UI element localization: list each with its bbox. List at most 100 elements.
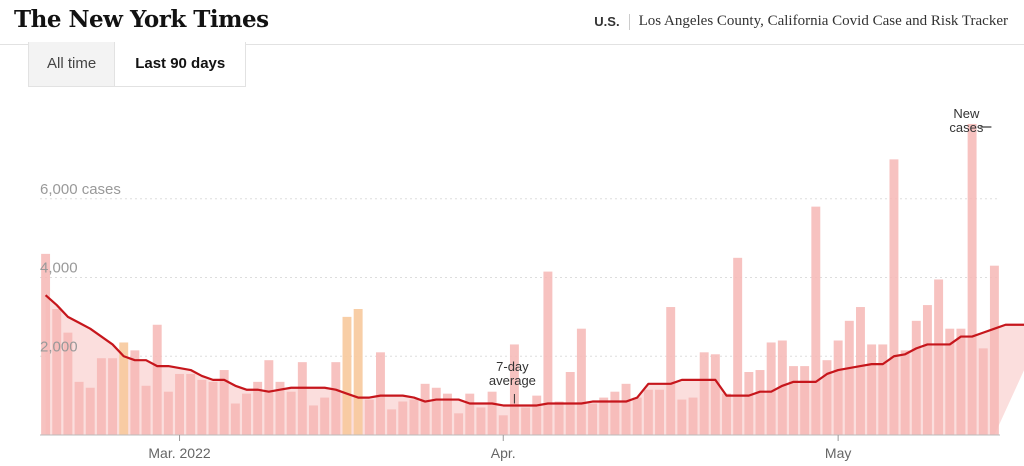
cases-annotation-label: New bbox=[953, 106, 980, 121]
case-bar bbox=[342, 316, 352, 435]
case-bar bbox=[878, 344, 888, 435]
case-bar bbox=[331, 362, 341, 435]
case-bar bbox=[454, 413, 464, 435]
x-tick-label: May bbox=[825, 445, 851, 461]
case-bar bbox=[688, 397, 698, 435]
case-bar bbox=[442, 393, 452, 435]
case-bar bbox=[867, 344, 877, 435]
case-bar bbox=[588, 403, 598, 435]
case-bar bbox=[833, 340, 843, 435]
case-bar bbox=[576, 328, 586, 435]
case-bar bbox=[599, 397, 609, 435]
case-bar bbox=[900, 350, 910, 435]
case-bar bbox=[163, 391, 173, 435]
y-tick-label: 2,000 bbox=[40, 338, 78, 355]
case-bar bbox=[219, 370, 229, 435]
case-bar bbox=[420, 383, 430, 435]
case-bar bbox=[130, 350, 140, 435]
average-annotation-label: 7-day bbox=[496, 359, 529, 374]
average-line bbox=[44, 294, 1024, 407]
case-bar bbox=[844, 320, 854, 435]
tab-all-time[interactable]: All time bbox=[29, 42, 116, 86]
case-bar bbox=[967, 123, 977, 435]
case-bar bbox=[41, 253, 51, 435]
case-bar bbox=[521, 407, 531, 435]
case-bar bbox=[353, 309, 363, 435]
case-bar bbox=[800, 366, 810, 435]
nyt-logo[interactable]: The New York Times bbox=[14, 6, 269, 33]
case-bar bbox=[643, 389, 653, 435]
case-bar bbox=[253, 381, 263, 435]
case-bar bbox=[989, 265, 999, 435]
section-link[interactable]: U.S. bbox=[594, 14, 620, 29]
case-bar bbox=[610, 391, 620, 435]
time-range-toggle: All time Last 90 days bbox=[28, 42, 247, 87]
case-bar bbox=[934, 279, 944, 435]
case-bar bbox=[63, 332, 73, 435]
case-bar bbox=[431, 387, 441, 435]
case-bar bbox=[509, 344, 519, 435]
breadcrumb: U.S. Los Angeles County, California Covi… bbox=[594, 13, 1008, 30]
case-bar bbox=[230, 403, 240, 435]
case-bar bbox=[699, 352, 709, 435]
cases-annotation-label: cases bbox=[949, 120, 983, 135]
case-bar bbox=[554, 401, 564, 435]
tab-last-90-days[interactable]: Last 90 days bbox=[115, 42, 246, 86]
case-bar bbox=[789, 366, 798, 435]
case-bar bbox=[655, 389, 664, 435]
case-bar bbox=[476, 407, 486, 435]
case-bar bbox=[320, 397, 330, 435]
case-bar bbox=[175, 373, 184, 435]
case-bar bbox=[532, 395, 542, 435]
case-bar bbox=[197, 379, 207, 435]
case-bar bbox=[822, 360, 832, 435]
case-bar bbox=[119, 342, 129, 435]
case-bar bbox=[364, 399, 374, 435]
case-bar bbox=[911, 320, 921, 435]
case-bar bbox=[922, 305, 932, 435]
case-bar bbox=[811, 206, 821, 435]
case-bar bbox=[208, 381, 218, 435]
case-bar bbox=[264, 360, 274, 435]
case-bar bbox=[387, 409, 397, 435]
case-bar bbox=[376, 352, 385, 435]
case-bar bbox=[766, 342, 776, 435]
case-bar bbox=[286, 391, 296, 435]
case-bar bbox=[297, 362, 307, 435]
case-bar bbox=[275, 381, 285, 435]
case-bar bbox=[978, 348, 988, 435]
case-bar bbox=[722, 393, 731, 435]
case-bar bbox=[74, 381, 84, 435]
case-bar bbox=[52, 309, 62, 435]
case-bar bbox=[889, 159, 899, 435]
case-bar bbox=[755, 370, 765, 435]
page-title: Los Angeles County, California Covid Cas… bbox=[638, 13, 1008, 29]
case-bar bbox=[677, 399, 687, 435]
case-bar bbox=[398, 401, 408, 435]
case-bar bbox=[487, 391, 497, 435]
case-bar bbox=[666, 307, 676, 435]
case-bar bbox=[96, 358, 106, 435]
case-bar bbox=[498, 415, 508, 435]
case-bar bbox=[141, 385, 151, 435]
case-bar bbox=[309, 405, 318, 435]
case-bar bbox=[632, 397, 642, 435]
breadcrumb-divider bbox=[628, 13, 630, 30]
case-bar bbox=[85, 387, 95, 435]
case-bar bbox=[744, 372, 754, 435]
case-bar bbox=[856, 307, 865, 435]
case-bar bbox=[152, 324, 162, 435]
case-bar bbox=[186, 373, 196, 435]
case-bar bbox=[621, 383, 631, 435]
case-bar bbox=[465, 393, 475, 435]
y-tick-label: 6,000 cases bbox=[40, 181, 121, 198]
case-bar bbox=[710, 354, 720, 435]
case-bar bbox=[956, 328, 966, 435]
case-bar bbox=[945, 328, 955, 435]
x-tick-label: Mar. 2022 bbox=[148, 445, 210, 461]
case-bar bbox=[242, 393, 251, 435]
case-bar bbox=[409, 399, 419, 435]
x-tick-label: Apr. bbox=[491, 445, 516, 461]
y-tick-label: 4,000 bbox=[40, 260, 78, 277]
